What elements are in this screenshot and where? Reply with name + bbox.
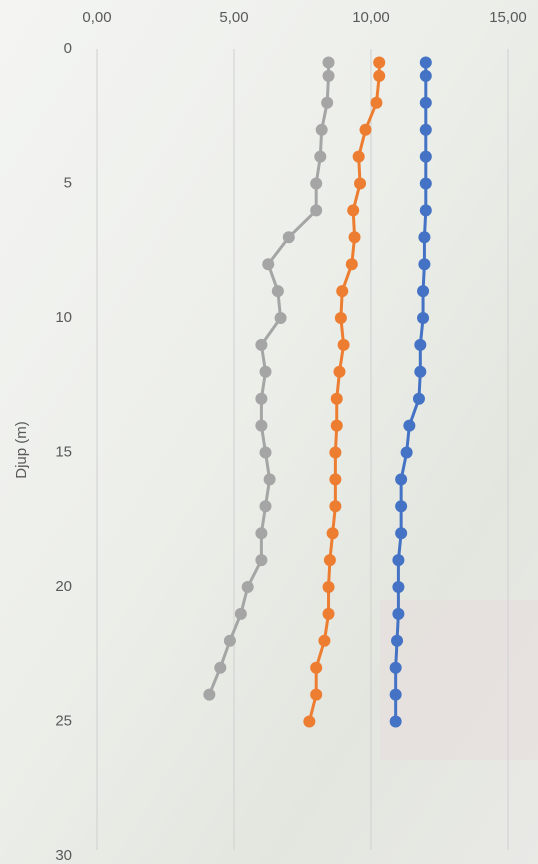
x-tick-label: 10,00: [352, 9, 390, 26]
data-point: [214, 661, 227, 674]
data-point: [322, 69, 335, 82]
data-point: [263, 473, 276, 486]
data-point: [262, 258, 275, 271]
data-point: [418, 231, 431, 244]
data-point: [318, 634, 331, 647]
data-point: [389, 715, 402, 728]
data-point: [336, 285, 349, 298]
data-point: [334, 312, 347, 324]
x-tick-label: 0,00: [82, 9, 111, 26]
data-point: [419, 177, 432, 190]
x-tick-label: 5,00: [219, 9, 248, 26]
data-point: [347, 204, 360, 217]
data-point: [414, 338, 427, 351]
data-point: [414, 365, 427, 378]
data-point: [310, 204, 323, 217]
background-detail: [380, 600, 538, 760]
data-point: [417, 285, 430, 298]
data-point: [329, 500, 342, 513]
data-point: [330, 419, 343, 432]
data-point: [321, 96, 334, 109]
data-point: [323, 554, 336, 567]
data-point: [271, 285, 284, 298]
data-point: [419, 123, 432, 136]
data-point: [370, 96, 383, 109]
data-point: [314, 150, 327, 163]
y-tick-label: 10: [55, 309, 72, 326]
data-point: [348, 231, 361, 244]
data-point: [329, 446, 342, 459]
y-tick-label: 15: [55, 443, 72, 460]
data-point: [259, 446, 272, 459]
data-point: [255, 554, 268, 567]
data-point: [373, 56, 386, 69]
data-point: [392, 581, 405, 593]
data-point: [359, 123, 372, 136]
y-tick-label: 20: [55, 578, 72, 595]
data-point: [419, 150, 432, 163]
data-point: [352, 150, 365, 163]
data-point: [223, 634, 236, 647]
data-point: [345, 258, 358, 271]
data-point: [389, 688, 402, 701]
data-point: [337, 338, 350, 351]
data-point: [259, 500, 272, 513]
data-point: [310, 661, 323, 674]
data-point: [419, 56, 432, 69]
data-point: [392, 607, 405, 620]
data-point: [412, 392, 425, 405]
data-point: [282, 231, 295, 244]
data-point: [333, 365, 346, 378]
data-point: [395, 527, 408, 540]
data-point: [419, 69, 432, 82]
data-point: [330, 392, 343, 405]
data-point: [255, 338, 268, 351]
data-point: [395, 473, 408, 486]
data-point: [403, 419, 416, 432]
data-point: [303, 715, 316, 728]
data-point: [354, 177, 367, 190]
data-point: [259, 365, 272, 378]
y-tick-label: 25: [55, 712, 72, 729]
data-point: [255, 527, 268, 540]
data-point: [274, 312, 287, 324]
data-point: [310, 177, 323, 190]
data-point: [419, 96, 432, 109]
y-axis-title: Djup (m): [13, 421, 30, 479]
data-point: [373, 69, 386, 82]
data-point: [391, 634, 404, 647]
data-point: [326, 527, 339, 540]
y-tick-label: 5: [64, 174, 72, 191]
data-point: [329, 473, 342, 486]
data-point: [255, 392, 268, 405]
data-point: [310, 688, 323, 701]
data-point: [418, 258, 431, 271]
y-tick-label: 30: [55, 847, 72, 864]
data-point: [417, 312, 430, 324]
data-point: [389, 661, 402, 674]
data-point: [322, 607, 335, 620]
data-point: [392, 554, 405, 567]
data-point: [203, 688, 216, 701]
data-point: [400, 446, 413, 459]
data-point: [419, 204, 432, 217]
data-point: [322, 581, 335, 593]
data-point: [234, 607, 247, 620]
data-point: [255, 419, 268, 432]
data-point: [315, 123, 328, 136]
data-point: [241, 581, 254, 593]
x-tick-label: 15,00: [489, 9, 527, 26]
data-point: [322, 56, 335, 69]
y-tick-label: 0: [64, 40, 72, 57]
data-point: [395, 500, 408, 513]
